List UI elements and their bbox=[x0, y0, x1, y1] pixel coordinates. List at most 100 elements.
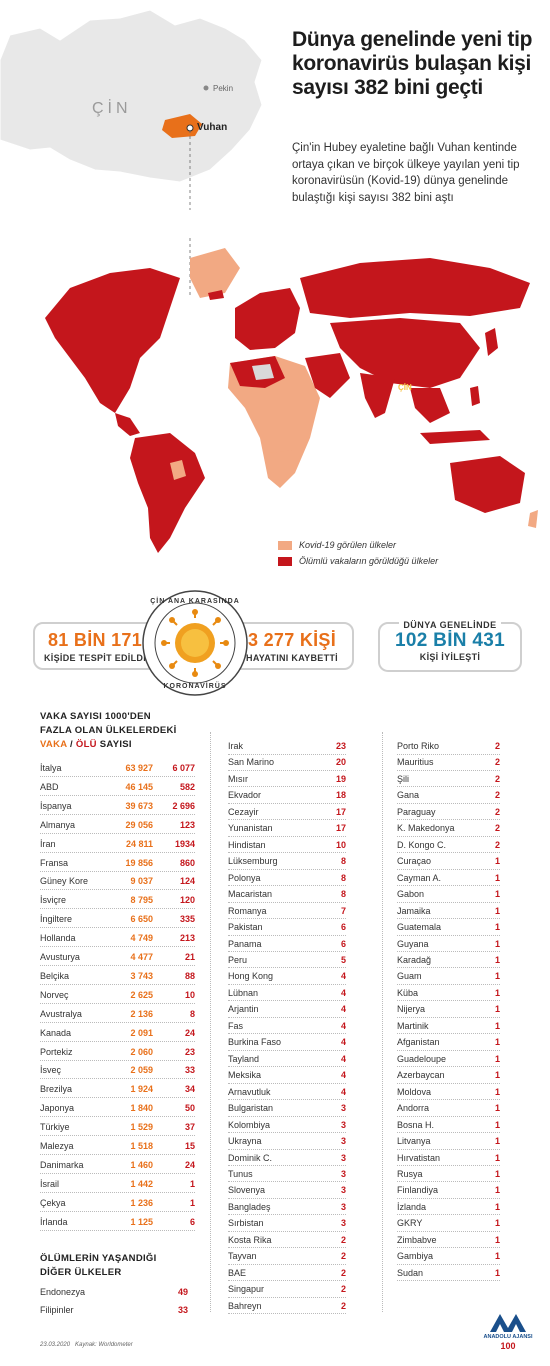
country-name: Arnavutluk bbox=[228, 1086, 271, 1097]
death-count: 1 bbox=[494, 1201, 500, 1212]
country-name: San Marino bbox=[228, 757, 275, 768]
list-item: Endonezya 49 bbox=[40, 1284, 188, 1300]
country-name: Guadeloupe bbox=[397, 1053, 447, 1064]
table-row: Brezilya 1 924 34 bbox=[40, 1081, 195, 1097]
country-name: K. Makedonya bbox=[397, 823, 455, 834]
row-divider bbox=[397, 1247, 500, 1249]
pekin-dot bbox=[203, 85, 209, 91]
list-item: Macaristan 8 bbox=[228, 886, 346, 902]
table-row: İran 24 811 1934 bbox=[40, 836, 195, 852]
country-name: İsviçre bbox=[40, 895, 67, 906]
country-name: Tayvan bbox=[228, 1251, 257, 1262]
death-count: 4 bbox=[340, 987, 346, 998]
row-divider bbox=[228, 819, 346, 821]
country-name: ABD bbox=[40, 781, 59, 792]
death-count: 8 bbox=[340, 856, 346, 867]
row-divider bbox=[228, 868, 346, 870]
row-divider bbox=[228, 1148, 346, 1150]
row-divider bbox=[228, 967, 346, 969]
row-divider bbox=[397, 1280, 500, 1282]
row-divider bbox=[228, 934, 346, 936]
badge-ring-bottom: KORONAVİRÜS bbox=[163, 683, 227, 690]
south-america-cases bbox=[170, 460, 186, 480]
list-item: Pakistan 6 bbox=[228, 919, 346, 935]
row-divider bbox=[228, 1280, 346, 1282]
country-name: Kolombiya bbox=[228, 1119, 271, 1130]
world-recovered-box: DÜNYA GENELİNDE 102 BİN 431 KİŞİ İYİLEŞT… bbox=[378, 620, 522, 672]
country-name: Afganistan bbox=[397, 1037, 440, 1048]
country-name: Paraguay bbox=[397, 806, 436, 817]
row-divider bbox=[228, 1132, 346, 1134]
list-item: Karadağ 1 bbox=[397, 952, 500, 968]
death-count: 1 bbox=[494, 1020, 500, 1031]
case-count: 1 460 bbox=[130, 1159, 153, 1170]
table-row: Danimarka 1 460 24 bbox=[40, 1157, 195, 1173]
list-item: Filipinler 33 bbox=[40, 1302, 188, 1318]
table-row: Güney Kore 9 037 124 bbox=[40, 873, 195, 889]
death-count: 3 bbox=[340, 1152, 346, 1163]
south-america bbox=[130, 433, 205, 553]
list-item: Arnavutluk 4 bbox=[228, 1084, 346, 1100]
row-divider bbox=[228, 1082, 346, 1084]
table-row: Avusturya 4 477 21 bbox=[40, 949, 195, 965]
row-divider bbox=[228, 1263, 346, 1265]
death-count: 1 bbox=[494, 856, 500, 867]
table-row: Çekya 1 236 1 bbox=[40, 1195, 195, 1211]
row-divider bbox=[40, 1097, 195, 1099]
list-item: Lübnan 4 bbox=[228, 985, 346, 1001]
footer-date: 23.03.2020 bbox=[40, 1342, 71, 1348]
country-name: Irak bbox=[228, 741, 244, 751]
row-divider bbox=[397, 786, 500, 788]
death-count: 582 bbox=[179, 781, 195, 792]
death-count: 3 bbox=[340, 1119, 346, 1130]
list-item: Arjantin 4 bbox=[228, 1001, 346, 1017]
death-count: 1934 bbox=[174, 838, 195, 849]
country-name: Bahreyn bbox=[228, 1300, 262, 1311]
death-count: 2 bbox=[494, 790, 500, 801]
country-name: Mauritius bbox=[397, 757, 434, 768]
row-divider bbox=[228, 1230, 346, 1232]
country-name: Avustralya bbox=[40, 1008, 82, 1019]
table-row: Avustralya 2 136 8 bbox=[40, 1006, 195, 1022]
country-name: Belçika bbox=[40, 970, 70, 981]
row-divider bbox=[40, 1002, 195, 1004]
slash: / bbox=[67, 739, 76, 750]
row-divider bbox=[228, 802, 346, 804]
philippines bbox=[470, 386, 480, 406]
row-divider bbox=[228, 786, 346, 788]
row-divider bbox=[228, 885, 346, 887]
greenland bbox=[190, 248, 240, 298]
row-divider bbox=[40, 1116, 195, 1118]
world-recovered-top-wrap: DÜNYA GENELİNDE bbox=[380, 615, 520, 633]
death-count: 1 bbox=[494, 1136, 500, 1147]
list-item: Afganistan 1 bbox=[397, 1034, 500, 1050]
death-count: 33 bbox=[184, 1065, 195, 1076]
row-divider bbox=[228, 852, 346, 854]
death-count: 21 bbox=[184, 952, 195, 962]
china-detected-label: KİŞİDE TESPİT EDİLDİ bbox=[43, 653, 146, 663]
death-count: 2 bbox=[340, 1300, 346, 1311]
list-item: Lüksemburg 8 bbox=[228, 853, 346, 869]
table-row: Norveç 2 625 10 bbox=[40, 987, 195, 1003]
death-count: 4 bbox=[340, 1053, 346, 1064]
list-item: Hong Kong 4 bbox=[228, 968, 346, 984]
row-divider bbox=[40, 851, 195, 853]
row-divider bbox=[397, 934, 500, 936]
death-count: 10 bbox=[184, 989, 195, 1000]
death-count: 1 bbox=[494, 1037, 500, 1048]
row-divider bbox=[397, 1214, 500, 1216]
death-count: 3 bbox=[340, 1136, 346, 1147]
hubei-province bbox=[162, 114, 202, 138]
row-divider bbox=[40, 927, 195, 929]
other-heading-line1: ÖLÜMLERİN YAŞANDIĞI bbox=[40, 1253, 157, 1264]
list-item: Azerbaycan 1 bbox=[397, 1067, 500, 1083]
pekin-label: Pekin bbox=[213, 84, 234, 93]
death-count: 123 bbox=[179, 819, 195, 830]
death-count: 8 bbox=[340, 889, 346, 900]
row-divider bbox=[40, 794, 195, 796]
row-divider bbox=[397, 951, 500, 953]
list-item: Zimbabve 1 bbox=[397, 1232, 500, 1248]
case-count: 1 924 bbox=[130, 1084, 153, 1095]
table-row: İspanya 39 673 2 696 bbox=[40, 798, 195, 814]
country-name: Andorra bbox=[397, 1103, 430, 1114]
